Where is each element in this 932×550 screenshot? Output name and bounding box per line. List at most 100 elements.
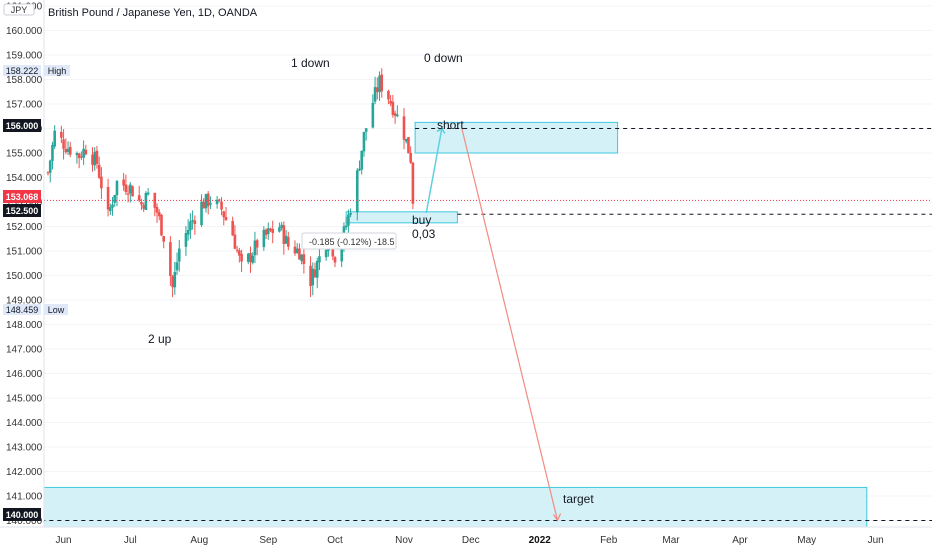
price-tick-label: 154.000	[6, 173, 43, 184]
zones	[40, 121, 868, 530]
price-tick-label: 159.000	[6, 51, 43, 62]
candle-body	[206, 193, 210, 207]
price-tick-label: 150.000	[6, 271, 43, 282]
candle-body	[302, 254, 306, 264]
candle-body	[106, 186, 110, 210]
candle-body	[349, 213, 352, 215]
price-axis[interactable]: 140.000 141.000 142.000 143.000 144.000 145.0…	[6, 2, 43, 528]
candle-body	[376, 87, 379, 92]
price-tick-label: 157.000	[6, 100, 43, 111]
high-price-label: 158.222	[6, 66, 39, 76]
candle-body	[122, 179, 125, 186]
price-tick-label: 144.000	[6, 418, 43, 429]
current-price-tag: 153.068	[3, 190, 41, 203]
candle-body	[48, 160, 52, 173]
candle-body	[77, 153, 81, 158]
price-tick-label: 147.000	[6, 345, 43, 356]
candle-body	[209, 202, 212, 205]
price-tick-label: 155.000	[6, 149, 43, 160]
candle-body	[140, 202, 143, 205]
candle-body	[391, 101, 395, 115]
candle-body	[264, 229, 268, 235]
short-price-label: 156.000	[6, 121, 39, 131]
annotation-target: target	[563, 492, 594, 506]
price-tick-label: 142.000	[6, 467, 43, 478]
candle-body	[251, 255, 254, 263]
candle-body	[249, 252, 252, 263]
candle-body	[295, 248, 299, 253]
candle-body	[91, 154, 94, 165]
time-tick-label: Aug	[190, 535, 208, 546]
candle-body	[389, 100, 392, 104]
time-tick-label: Feb	[600, 535, 618, 546]
candle-body	[344, 225, 348, 228]
candle-body	[200, 201, 203, 226]
candle-body	[144, 192, 148, 210]
candle-body	[284, 235, 288, 244]
candle-body	[177, 248, 181, 262]
candle-body	[371, 102, 375, 128]
buy-price-label: 152.500	[6, 206, 39, 216]
candle-body	[362, 131, 366, 152]
candle-body	[204, 194, 208, 209]
candle-body	[146, 192, 150, 195]
candle-body	[51, 144, 54, 161]
candle-body	[126, 193, 130, 195]
time-tick-label: Jun	[56, 535, 72, 546]
candle-body	[113, 194, 117, 203]
candle-body	[280, 224, 283, 228]
buy-zone	[345, 211, 458, 224]
short-zone	[414, 121, 619, 154]
buy-price-tag: 152.500	[3, 204, 41, 217]
measure-label-text: -0.185 (-0.12%) -18.5	[309, 237, 395, 247]
candle-body	[300, 254, 303, 262]
candle-body	[340, 244, 343, 262]
candle-body	[246, 253, 250, 262]
candle-body	[315, 261, 319, 278]
candle-body	[240, 253, 243, 262]
candle-body	[396, 114, 399, 117]
candle-body	[82, 148, 85, 158]
annotation-buy-value: 0,03	[412, 227, 436, 241]
candle-body	[309, 265, 312, 287]
candle-body	[171, 276, 174, 288]
candle-body	[220, 201, 223, 210]
time-axis[interactable]: Jun Jul Aug Sep Oct Nov Dec 2022 Feb Mar Apr May Jun	[56, 535, 884, 546]
annotation-two-up: 2 up	[148, 332, 172, 346]
candle-body	[189, 221, 192, 231]
price-grid	[44, 5, 932, 521]
candle-body	[364, 128, 368, 132]
candle-body	[407, 137, 410, 154]
annotation-zero-down: 0 down	[424, 51, 463, 65]
high-tag: 158.222 High	[3, 65, 70, 76]
price-tick-label: 158.000	[6, 75, 43, 86]
candle-body	[131, 186, 134, 197]
candle-body	[224, 216, 228, 220]
candle-body	[53, 130, 56, 147]
candle-body	[235, 249, 239, 251]
target-price-tag: 140.000	[3, 508, 41, 521]
annotation-short: short	[437, 118, 464, 132]
projection-line	[461, 128, 559, 521]
candle-body	[255, 240, 259, 248]
price-tick-label: 148.000	[6, 320, 43, 331]
candle-body	[271, 228, 275, 234]
candle-body	[202, 201, 206, 209]
candle-body	[109, 207, 112, 212]
candle-body	[100, 176, 103, 189]
candle-body	[347, 214, 350, 226]
candle-body	[238, 250, 241, 256]
drawings	[425, 127, 562, 522]
target-price-label: 140.000	[6, 510, 39, 520]
candle-body	[64, 148, 68, 153]
candle-body	[333, 257, 337, 263]
candle-body	[84, 149, 88, 155]
annotation-one-down: 1 down	[291, 56, 330, 70]
candle-body	[173, 271, 177, 288]
candle-body	[124, 184, 128, 193]
candle-body	[66, 148, 70, 152]
candle-body	[60, 131, 63, 138]
candle-body	[75, 153, 79, 156]
time-tick-label: Jul	[124, 535, 137, 546]
